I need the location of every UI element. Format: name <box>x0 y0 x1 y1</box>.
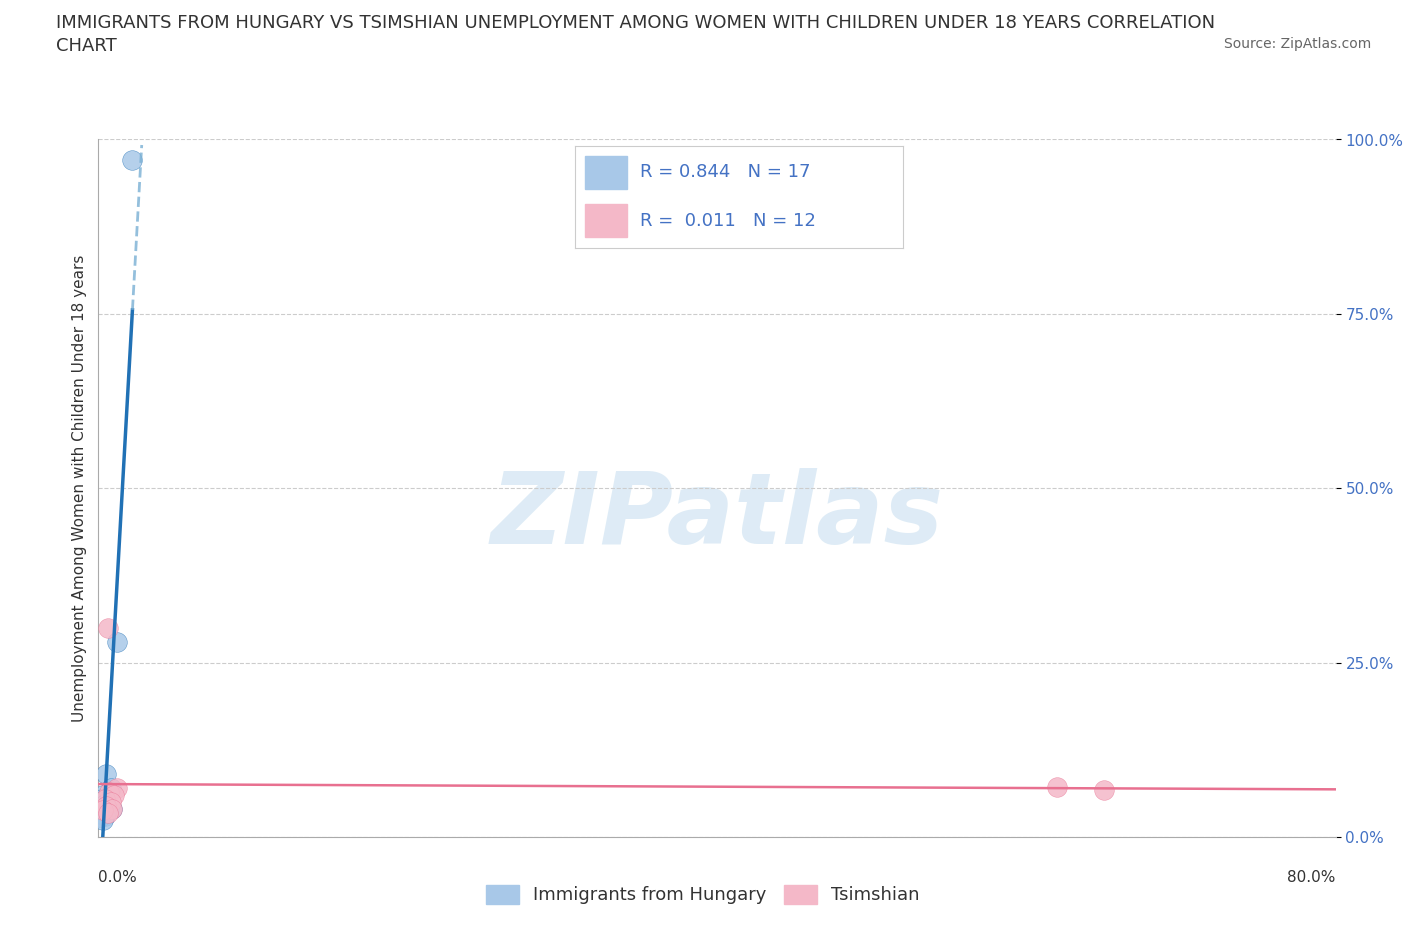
Point <box>1092 782 1115 797</box>
Point <box>96 798 118 813</box>
Point <box>91 812 114 827</box>
Point <box>91 803 114 818</box>
Point <box>1046 779 1069 794</box>
Text: 80.0%: 80.0% <box>1288 870 1336 884</box>
Point <box>96 805 118 820</box>
Point <box>97 798 120 813</box>
Point <box>90 806 112 821</box>
Point <box>93 791 115 806</box>
Point <box>93 796 115 811</box>
Point <box>105 634 128 649</box>
Point <box>101 802 124 817</box>
Point <box>98 800 121 815</box>
Point <box>91 788 114 803</box>
Point <box>98 784 121 799</box>
Point <box>89 810 111 825</box>
Text: CHART: CHART <box>56 37 117 55</box>
Point <box>96 766 118 781</box>
Point <box>91 803 114 818</box>
Legend: Immigrants from Hungary, Tsimshian: Immigrants from Hungary, Tsimshian <box>479 878 927 911</box>
Text: 0.0%: 0.0% <box>98 870 138 884</box>
Text: Source: ZipAtlas.com: Source: ZipAtlas.com <box>1223 37 1371 51</box>
Text: ZIPatlas: ZIPatlas <box>491 468 943 565</box>
Y-axis label: Unemployment Among Women with Children Under 18 years: Unemployment Among Women with Children U… <box>72 255 87 722</box>
Point <box>103 788 125 803</box>
Point <box>97 805 120 820</box>
Point <box>100 794 122 809</box>
Point <box>97 620 120 635</box>
Point <box>105 781 128 796</box>
Point <box>101 802 124 817</box>
Text: IMMIGRANTS FROM HUNGARY VS TSIMSHIAN UNEMPLOYMENT AMONG WOMEN WITH CHILDREN UNDE: IMMIGRANTS FROM HUNGARY VS TSIMSHIAN UNE… <box>56 14 1215 32</box>
Point <box>121 153 143 168</box>
Point <box>89 794 111 809</box>
Point <box>90 791 112 806</box>
Point <box>100 781 122 796</box>
Point <box>93 809 115 824</box>
